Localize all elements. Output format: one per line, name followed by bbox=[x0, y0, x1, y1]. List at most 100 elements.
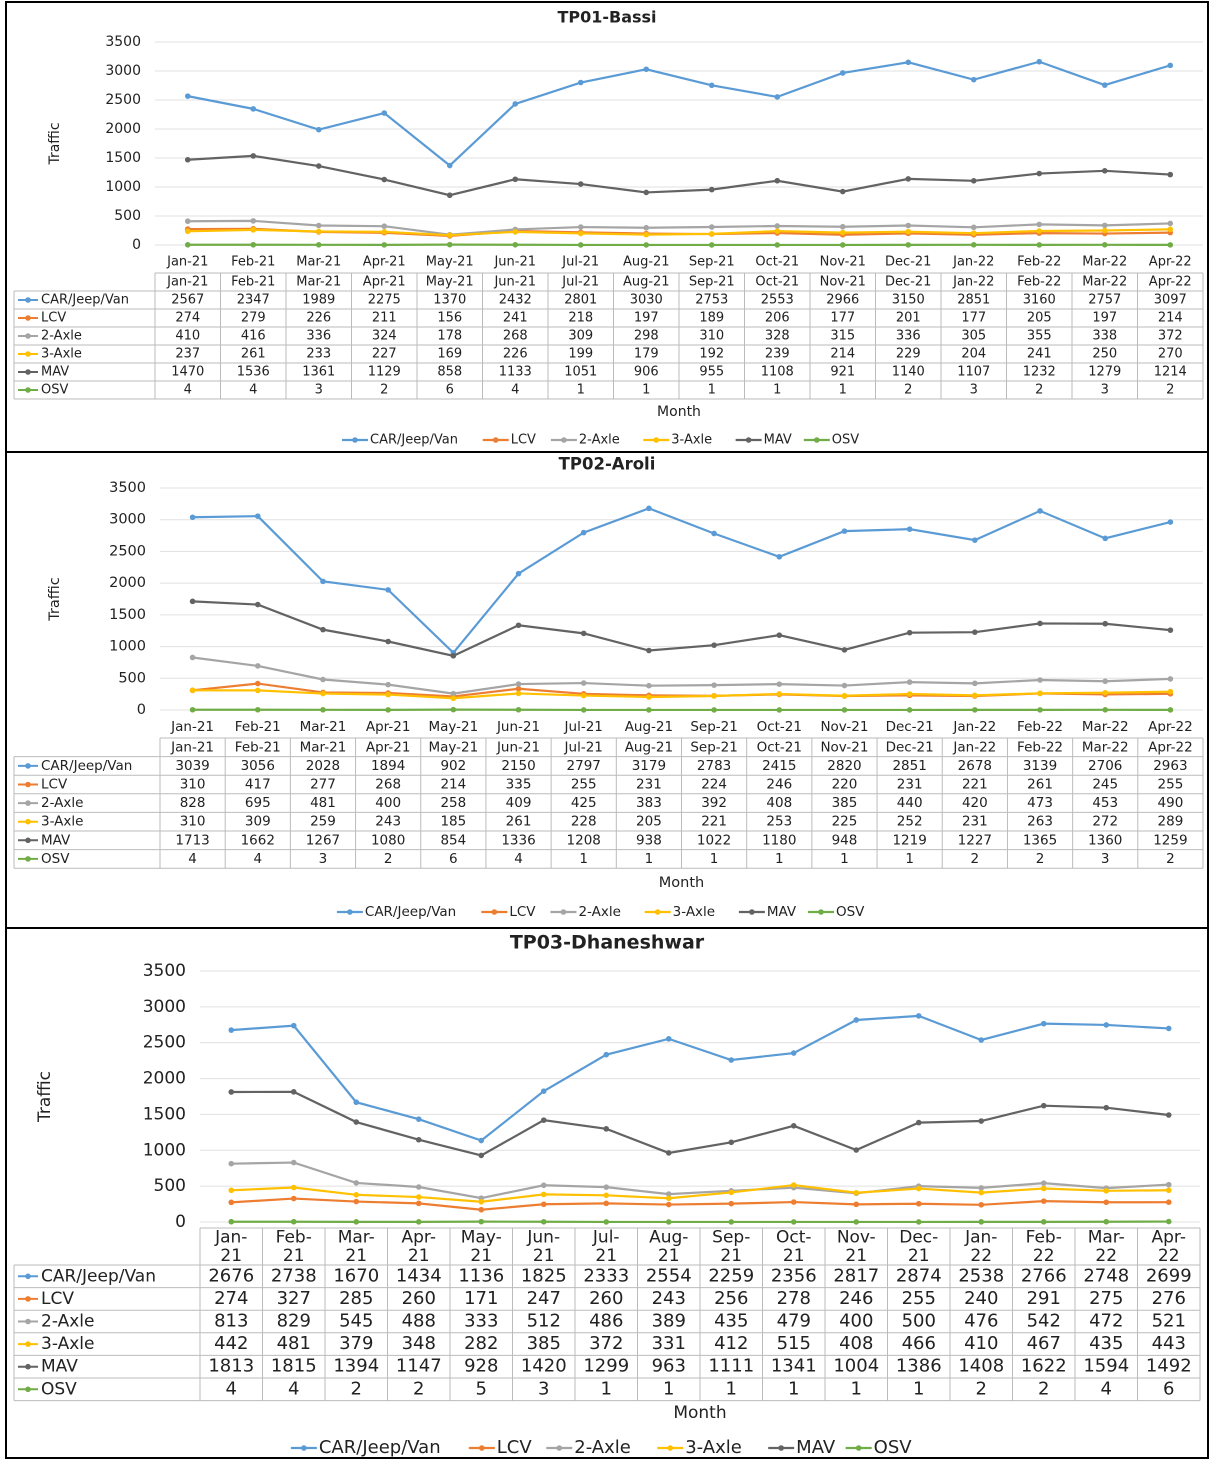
table-value: 1670 bbox=[333, 1265, 379, 1286]
data-point bbox=[1040, 1185, 1047, 1192]
table-value: 695 bbox=[245, 795, 271, 811]
row-label: 2-Axle bbox=[41, 1312, 94, 1332]
table-value: 310 bbox=[180, 814, 206, 830]
data-point bbox=[643, 189, 650, 196]
x-tick-label: Jun-21 bbox=[493, 255, 536, 270]
table-header-part: Sep- bbox=[712, 1227, 750, 1247]
table-header: Dec-21 bbox=[899, 1227, 938, 1266]
y-tick-label: 500 bbox=[154, 1176, 186, 1196]
table-value: 416 bbox=[241, 329, 266, 344]
legend-key-dot bbox=[556, 1445, 563, 1451]
table-value: 4 bbox=[226, 1378, 237, 1399]
data-point bbox=[665, 1191, 672, 1197]
table-value: 3 bbox=[315, 383, 323, 398]
table-value: 282 bbox=[464, 1333, 498, 1354]
row-label: 3-Axle bbox=[41, 814, 83, 830]
table-value: 1107 bbox=[957, 365, 990, 380]
table-value: 1622 bbox=[1021, 1356, 1067, 1377]
x-tick-label: Sep-21 bbox=[689, 255, 735, 270]
table-value: 410 bbox=[964, 1333, 998, 1354]
table-header: Aug-21 bbox=[625, 739, 673, 755]
legend-label: 2-Axle bbox=[578, 904, 620, 920]
row-label: 2-Axle bbox=[41, 329, 82, 344]
y-tick-label: 2000 bbox=[143, 1069, 186, 1089]
x-tick-label: Jan-22 bbox=[952, 719, 996, 735]
table-value: 1594 bbox=[1083, 1356, 1129, 1377]
table-value: 328 bbox=[765, 329, 790, 344]
data-point bbox=[450, 690, 457, 697]
table-value: 2356 bbox=[771, 1265, 817, 1286]
table-value: 4 bbox=[288, 1378, 299, 1399]
table-header: Oct-21 bbox=[757, 739, 802, 755]
table-value: 3 bbox=[319, 851, 328, 867]
data-point bbox=[1102, 620, 1109, 627]
data-point bbox=[320, 707, 326, 713]
table-value: 1219 bbox=[892, 832, 926, 848]
table-value: 2676 bbox=[208, 1265, 254, 1286]
data-point bbox=[580, 529, 587, 536]
y-axis-label: Traffic bbox=[47, 577, 63, 622]
x-tick-label: Mar-21 bbox=[296, 255, 341, 270]
data-point bbox=[1167, 171, 1174, 178]
y-tick-label: 1000 bbox=[143, 1140, 186, 1160]
x-tick-label: Apr-21 bbox=[363, 255, 406, 270]
table-header: Mar-22 bbox=[1082, 739, 1129, 755]
table-value: 278 bbox=[777, 1288, 811, 1309]
legend-label: 3-Axle bbox=[685, 1437, 742, 1458]
legend-key-dot bbox=[818, 909, 824, 915]
table-value: 2 bbox=[971, 851, 980, 867]
table-value: 231 bbox=[897, 777, 923, 793]
data-point bbox=[515, 690, 522, 697]
table-value: 231 bbox=[962, 814, 988, 830]
data-point bbox=[415, 1116, 422, 1122]
table-value: 261 bbox=[506, 814, 532, 830]
table-value: 270 bbox=[1158, 347, 1183, 362]
table-header-part: 21 bbox=[658, 1246, 680, 1266]
data-point bbox=[776, 707, 783, 713]
table-value: 2567 bbox=[171, 293, 204, 308]
legend-label: MAV bbox=[767, 904, 797, 920]
data-point bbox=[228, 1218, 235, 1225]
table-value: 1279 bbox=[1088, 365, 1121, 380]
table-header-part: Dec- bbox=[899, 1227, 938, 1247]
legend-key-dot bbox=[352, 437, 358, 443]
table-value: 2748 bbox=[1083, 1265, 1129, 1286]
table-value: 2 bbox=[1035, 383, 1043, 398]
x-tick-label: Sep-21 bbox=[690, 719, 738, 735]
table-value: 1361 bbox=[302, 365, 335, 380]
table-value: 243 bbox=[375, 814, 401, 830]
table-header: May-21 bbox=[426, 275, 474, 290]
data-point bbox=[1167, 242, 1174, 248]
row-label: MAV bbox=[41, 1357, 78, 1377]
x-tick-label: Feb-21 bbox=[231, 255, 275, 270]
table-value: 1108 bbox=[761, 365, 794, 380]
table-value: 192 bbox=[699, 347, 724, 362]
data-point bbox=[290, 1159, 297, 1166]
table-value: 205 bbox=[1027, 311, 1052, 326]
data-point bbox=[1037, 508, 1043, 514]
table-value: 197 bbox=[634, 311, 659, 326]
data-point bbox=[853, 1219, 860, 1225]
data-point bbox=[774, 94, 781, 100]
data-point bbox=[774, 228, 781, 234]
data-point bbox=[728, 1200, 735, 1207]
table-header: Aug-21 bbox=[623, 275, 670, 290]
table-value: 1133 bbox=[499, 365, 532, 380]
table-value: 338 bbox=[1092, 329, 1117, 344]
table-value: 205 bbox=[636, 814, 662, 830]
data-point bbox=[1101, 227, 1108, 234]
legend-label: 2-Axle bbox=[574, 1437, 631, 1458]
x-axis-label: Month bbox=[659, 875, 704, 891]
table-value: 261 bbox=[1027, 777, 1053, 793]
table-value: 443 bbox=[1152, 1333, 1186, 1354]
data-point bbox=[1036, 170, 1043, 177]
table-header-part: Jun- bbox=[526, 1227, 560, 1247]
data-point bbox=[540, 1088, 547, 1094]
data-point bbox=[906, 679, 913, 685]
table-value: 2874 bbox=[896, 1265, 942, 1286]
table-value: 258 bbox=[440, 795, 466, 811]
table-value: 2817 bbox=[833, 1265, 879, 1286]
table-value: 2 bbox=[1166, 851, 1175, 867]
y-tick-label: 1500 bbox=[109, 607, 146, 623]
